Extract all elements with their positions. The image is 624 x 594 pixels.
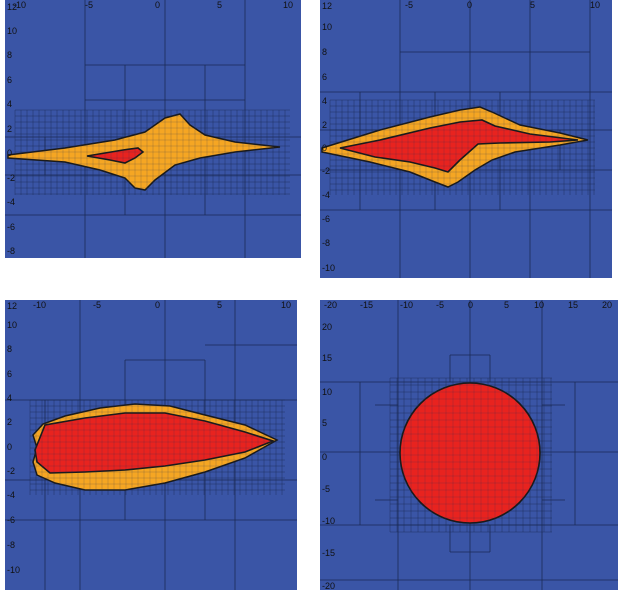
x-tick-label: -10: [13, 0, 26, 10]
y-tick-label: 0: [322, 452, 327, 462]
y-tick-label: -20: [322, 581, 335, 590]
x-tick-label: 5: [504, 300, 509, 310]
x-tick-label: 0: [155, 0, 160, 10]
x-tick-label: 10: [283, 0, 293, 10]
y-tick-label: 10: [7, 26, 17, 36]
y-tick-label: 12: [7, 301, 17, 311]
y-tick-label: 4: [7, 393, 12, 403]
y-tick-label: 20: [322, 322, 332, 332]
axis-labels: -10 -5 0 5 10 12 10 8 6 4 2 0 -2 -4 -6 -…: [7, 300, 291, 575]
y-tick-label: 0: [7, 148, 12, 158]
x-tick-label: 10: [281, 300, 291, 310]
axis-labels: -10 -5 0 5 10 12 10 8 6 4 2 0 -2 -4 -6 -…: [7, 0, 293, 256]
x-tick-label: 5: [530, 0, 535, 10]
refined-mesh-overlay: [329, 99, 595, 195]
x-tick-label: -5: [405, 0, 413, 10]
axis-labels: -5 0 5 10 12 10 8 6 4 2 0 -2 -4 -6 -8 -1…: [322, 0, 600, 273]
x-tick-label: 0: [468, 300, 473, 310]
y-tick-label: 2: [322, 120, 327, 130]
y-tick-label: 10: [7, 320, 17, 330]
y-tick-label: -6: [322, 214, 330, 224]
x-tick-label: 0: [467, 0, 472, 10]
y-tick-label: -4: [7, 490, 15, 500]
y-tick-label: -5: [322, 484, 330, 494]
x-tick-label: 15: [568, 300, 578, 310]
panel-top-right: -5 0 5 10 12 10 8 6 4 2 0 -2 -4 -6 -8 -1…: [320, 0, 612, 278]
y-tick-label: -6: [7, 515, 15, 525]
y-tick-label: 6: [7, 369, 12, 379]
y-tick-label: 5: [322, 418, 327, 428]
y-tick-label: 8: [322, 47, 327, 57]
y-tick-label: -4: [322, 190, 330, 200]
refined-mesh-overlay: [389, 377, 552, 533]
y-tick-label: -2: [7, 173, 15, 183]
y-tick-label: -10: [322, 263, 335, 273]
x-tick-label: 10: [590, 0, 600, 10]
y-tick-label: 8: [7, 50, 12, 60]
x-tick-label: -15: [360, 300, 373, 310]
y-tick-label: -15: [322, 548, 335, 558]
x-tick-label: -5: [85, 0, 93, 10]
y-tick-label: 8: [7, 344, 12, 354]
y-tick-label: 2: [7, 417, 12, 427]
y-tick-label: 4: [7, 99, 12, 109]
y-tick-label: 12: [7, 2, 17, 12]
x-tick-label: -20: [324, 300, 337, 310]
panel-top-left: -10 -5 0 5 10 12 10 8 6 4 2 0 -2 -4 -6 -…: [5, 0, 301, 258]
y-tick-label: 12: [322, 1, 332, 11]
refined-mesh-overlay: [14, 109, 290, 195]
y-tick-label: -6: [7, 222, 15, 232]
y-tick-label: -2: [322, 166, 330, 176]
x-tick-label: 0: [155, 300, 160, 310]
inner-region: [399, 382, 541, 524]
y-tick-label: -10: [322, 516, 335, 526]
axis-labels: -20 -15 -10 -5 0 5 10 15 20 20 15 10 5 0…: [322, 300, 612, 590]
y-tick-label: -8: [7, 540, 15, 550]
y-tick-label: 10: [322, 387, 332, 397]
y-tick-label: 10: [322, 22, 332, 32]
panel-bottom-right: -20 -15 -10 -5 0 5 10 15 20 20 15 10 5 0…: [320, 300, 618, 590]
x-tick-label: -10: [33, 300, 46, 310]
x-tick-label: 10: [534, 300, 544, 310]
x-tick-label: 5: [217, 0, 222, 10]
refined-mesh-overlay: [29, 399, 285, 495]
inner-region: [86, 147, 145, 164]
x-tick-label: -10: [400, 300, 413, 310]
y-tick-label: -8: [7, 246, 15, 256]
quadtree-grid: [320, 0, 612, 278]
y-tick-label: 6: [7, 75, 12, 85]
inner-region: [34, 412, 276, 474]
inner-region: [339, 119, 579, 173]
y-tick-label: -4: [7, 197, 15, 207]
y-tick-label: 0: [7, 442, 12, 452]
y-tick-label: 4: [322, 96, 327, 106]
y-tick-label: 0: [322, 143, 327, 153]
y-tick-label: -2: [7, 466, 15, 476]
x-tick-label: -5: [93, 300, 101, 310]
y-tick-label: 6: [322, 72, 327, 82]
y-tick-label: -10: [7, 565, 20, 575]
x-tick-label: 5: [217, 300, 222, 310]
y-tick-label: 15: [322, 353, 332, 363]
y-tick-label: 2: [7, 124, 12, 134]
x-tick-label: 20: [602, 300, 612, 310]
y-tick-label: -8: [322, 238, 330, 248]
x-tick-label: -5: [436, 300, 444, 310]
panel-bottom-left: -10 -5 0 5 10 12 10 8 6 4 2 0 -2 -4 -6 -…: [5, 300, 297, 590]
